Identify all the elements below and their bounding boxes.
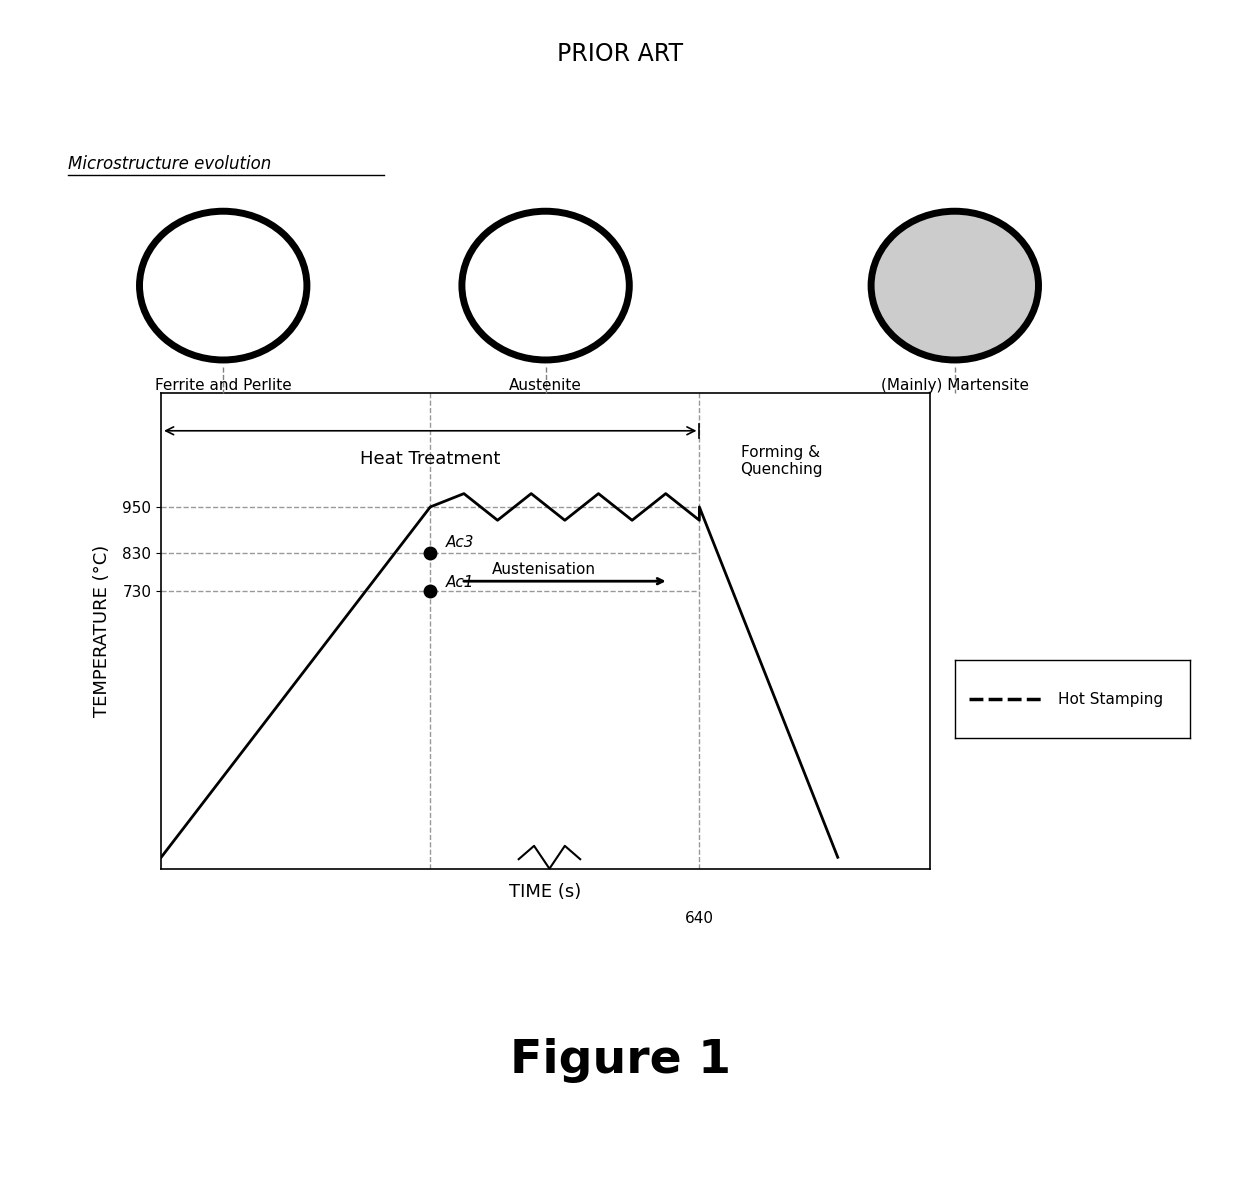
- Text: Austenite: Austenite: [510, 378, 582, 394]
- Text: Ferrite and Perlite: Ferrite and Perlite: [155, 378, 291, 394]
- X-axis label: TIME (s): TIME (s): [510, 883, 582, 901]
- Text: Figure 1: Figure 1: [510, 1038, 730, 1083]
- Text: Forming &
Quenching: Forming & Quenching: [740, 445, 822, 477]
- Text: Heat Treatment: Heat Treatment: [360, 450, 501, 468]
- Text: (Mainly) Martensite: (Mainly) Martensite: [880, 378, 1029, 394]
- Text: Austenisation: Austenisation: [492, 562, 595, 577]
- Text: Hot Stamping: Hot Stamping: [1059, 691, 1163, 707]
- Text: Ac3: Ac3: [445, 536, 474, 550]
- Y-axis label: TEMPERATURE (°C): TEMPERATURE (°C): [93, 545, 112, 716]
- Text: Ac1: Ac1: [445, 575, 474, 590]
- Text: Microstructure evolution: Microstructure evolution: [68, 155, 272, 173]
- Text: 640: 640: [684, 910, 714, 926]
- Text: PRIOR ART: PRIOR ART: [557, 42, 683, 65]
